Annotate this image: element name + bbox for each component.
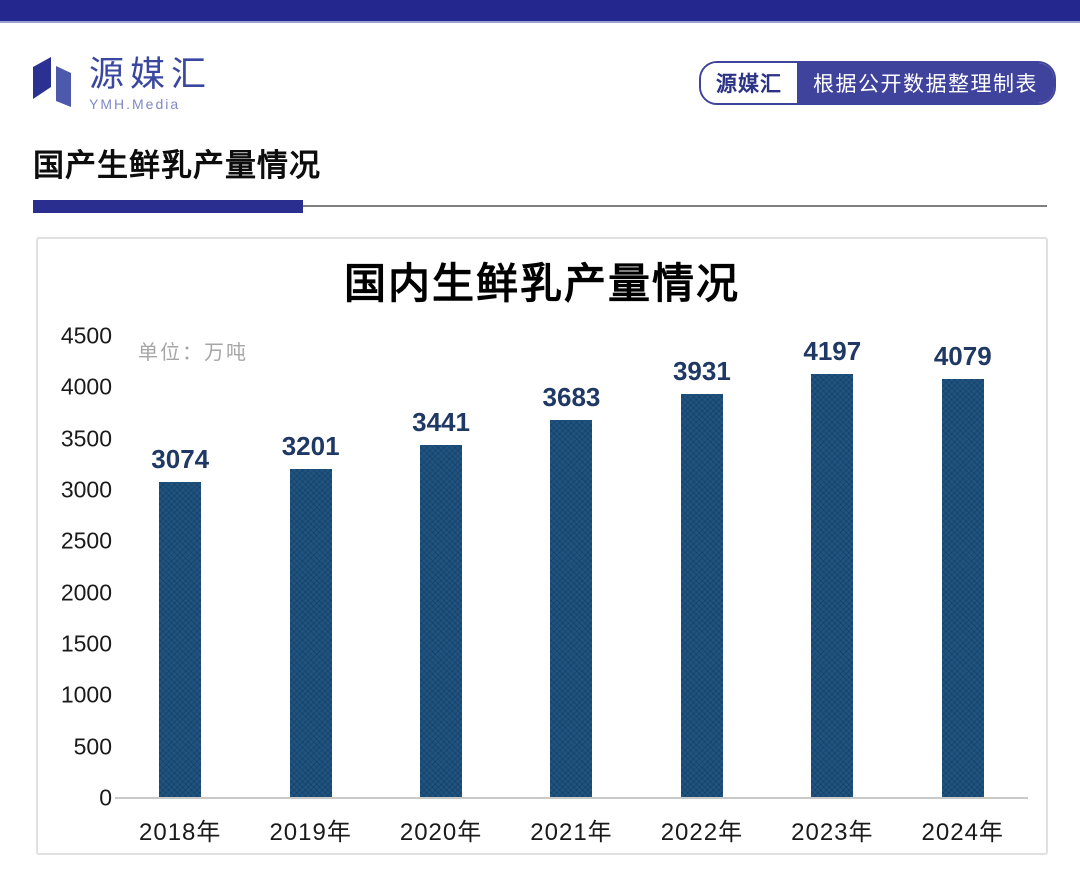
x-axis-label: 2024年 [921,819,1004,846]
title-rule-line [35,205,1047,207]
y-tick-label: 3500 [60,425,112,452]
bar-value-label: 3931 [672,356,731,387]
y-tick-label: 0 [99,784,112,811]
x-axis-line [115,797,1028,799]
y-tick-label: 4500 [60,322,112,349]
title-rule [33,200,1047,213]
plot-area: 3074 3201 3441 3683 3931 4197 4079 [115,336,1028,799]
logo-brand-text: 源媒汇 [89,55,213,94]
x-axis-label: 2018年 [139,819,222,846]
source-badge-label: 根据公开数据整理制表 [797,63,1054,103]
bar [550,419,593,798]
bar [811,374,854,798]
source-badge-brand: 源媒汇 [701,63,797,103]
y-tick-label: 3000 [60,476,112,503]
top-strip [0,0,1080,23]
title-accent-bar [33,200,303,213]
bar-cell: 3441 [376,336,506,798]
bar [289,469,332,798]
y-tick-label: 1500 [60,630,112,657]
bar [420,444,463,798]
bar-value-label: 4079 [933,341,992,372]
source-badge: 源媒汇 根据公开数据整理制表 [699,61,1056,105]
bar [159,482,202,798]
y-tick-label: 500 [73,733,112,760]
y-tick-label: 2500 [60,527,112,554]
y-tick-label: 4000 [60,373,112,400]
bar [680,394,723,798]
bar-cell: 3201 [245,336,375,798]
logo-icon [31,53,75,111]
logo-text-block: 源媒汇 YMH.Media [89,55,212,112]
y-axis: 0 500 1000 1500 2000 2500 3000 3500 4000 4500 [38,323,112,811]
x-axis-label: 2020年 [399,819,483,846]
chart-card: 国内生鲜乳产量情况 单位：万吨 0 500 1000 1500 2000 2500 3000… [36,237,1048,855]
header: 源媒汇 YMH.Media 源媒汇 根据公开数据整理制表 [31,53,1056,115]
y-tick-label: 2000 [60,579,112,606]
page-title: 国产生鲜乳产量情况 [33,148,321,183]
bar-value-label: 3683 [542,381,601,412]
bar-cell: 3683 [506,336,636,798]
brand-logo: 源媒汇 YMH.Media [31,53,212,112]
x-axis-labels: 2018年 2019年 2020年 2021年 2022年 2023年 2024年 [115,812,1028,847]
bar-cell: 4079 [898,336,1028,798]
plot-wrap: 0 500 1000 1500 2000 2500 3000 3500 4000 4500 307… [38,323,1046,811]
bar-cell: 3074 [115,336,245,798]
x-axis-label: 2022年 [660,819,744,846]
x-axis-label: 2023年 [791,819,874,846]
chart-title: 国内生鲜乳产量情况 [343,260,740,307]
bar-cell: 3931 [637,336,767,798]
bar-value-label: 3201 [281,431,340,462]
bar-cell: 4197 [767,336,897,798]
bar-value-label: 4197 [803,336,862,366]
bar-value-label: 3074 [151,444,210,475]
logo-subtitle: YMH.Media [89,96,181,112]
bar [941,379,984,798]
x-axis-label: 2019年 [269,819,352,846]
bar-value-label: 3441 [412,406,470,437]
x-axis-label: 2021年 [530,819,613,846]
y-tick-label: 1000 [60,681,112,708]
unit-label: 单位：万吨 [138,342,248,364]
